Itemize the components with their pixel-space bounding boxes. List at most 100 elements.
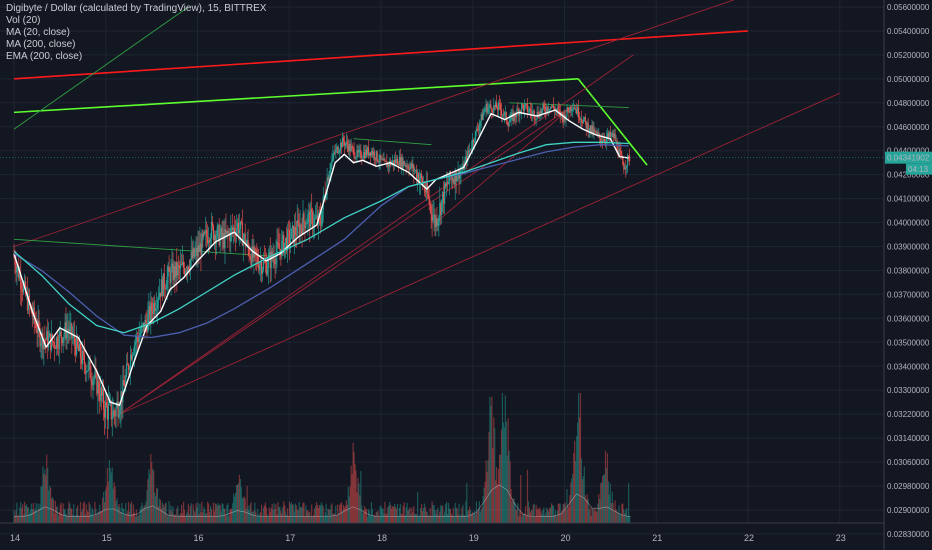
candle-body — [541, 108, 543, 113]
volume-bar — [181, 504, 183, 523]
candle-body — [290, 228, 293, 239]
symbol-title[interactable]: Digibyte / Dollar (calculated by Trading… — [6, 3, 267, 14]
red-resistance-line — [13, 30, 749, 80]
volume-bar — [490, 405, 492, 523]
volume-bar — [303, 502, 305, 523]
candle-body — [184, 270, 187, 274]
candle-body — [500, 109, 503, 116]
volume-bar — [315, 502, 318, 523]
candle-body — [264, 261, 267, 263]
candle-body — [357, 150, 359, 153]
volume-bar — [20, 501, 22, 523]
volume-bar — [45, 474, 47, 523]
candle-body — [607, 133, 610, 137]
volume-bar — [295, 504, 297, 523]
volume-bar — [28, 513, 31, 523]
candle-body — [371, 151, 373, 156]
green-flat-line-2 — [353, 138, 432, 146]
volume-bar — [512, 498, 514, 523]
volume-bar — [217, 503, 219, 523]
volume-bar — [392, 506, 395, 523]
candle-body — [590, 125, 592, 133]
candle-body — [228, 232, 230, 234]
candle-body — [342, 137, 345, 142]
volume-bar — [541, 514, 543, 523]
volume-bar — [498, 454, 501, 523]
volume-bar — [121, 503, 123, 523]
candle-body — [251, 246, 253, 265]
volume-bar — [380, 505, 382, 523]
candle-body — [372, 151, 374, 156]
volume-bar — [356, 492, 358, 523]
volume-bar — [459, 515, 461, 523]
volume-bar — [575, 461, 577, 523]
volume-bar — [202, 512, 204, 523]
candle-body — [580, 118, 583, 122]
volume-bar — [331, 503, 333, 523]
volume-bar — [78, 516, 81, 523]
candle-body — [443, 191, 445, 204]
candle-body — [88, 361, 90, 364]
volume-bar — [603, 474, 606, 523]
volume-bar — [533, 503, 535, 523]
candle-body — [208, 240, 211, 242]
volume-bar — [592, 508, 594, 523]
candle-body — [20, 274, 22, 289]
volume-bar — [612, 502, 614, 523]
volume-bar — [149, 473, 151, 523]
candle-body — [475, 128, 478, 131]
volume-bar — [327, 508, 329, 523]
candle-body — [175, 261, 177, 278]
volume-bar — [467, 511, 469, 523]
volume-bar — [456, 508, 458, 523]
volume-bar — [499, 454, 502, 523]
volume-bar — [208, 503, 210, 523]
volume-bar — [313, 508, 316, 523]
volume-bar — [300, 506, 302, 523]
volume-bar — [51, 496, 54, 523]
volume-bar — [117, 506, 119, 523]
volume-bar — [21, 508, 23, 523]
candle-body — [139, 333, 141, 336]
candle-body — [238, 229, 241, 234]
candle-body — [605, 137, 608, 142]
volume-bar — [502, 422, 504, 523]
volume-bar — [102, 492, 105, 523]
volume-bar — [190, 503, 192, 523]
volume-bar — [189, 505, 191, 523]
candle-body — [131, 354, 134, 360]
volume-bar — [238, 474, 241, 523]
volume-bar — [549, 507, 552, 523]
candle-body — [395, 158, 398, 163]
candle-body — [203, 232, 205, 237]
candle-body — [108, 401, 110, 404]
study-ma20[interactable]: MA (20, close) — [6, 27, 70, 38]
study-vol[interactable]: Vol (20) — [6, 15, 41, 26]
candle-body — [145, 320, 147, 324]
candle-body — [191, 251, 193, 259]
candle-body — [74, 335, 76, 345]
candle-body — [444, 183, 447, 187]
candle-body — [15, 265, 17, 273]
candle-body — [476, 128, 478, 131]
volume-bar — [180, 513, 182, 523]
candle-body — [446, 182, 449, 184]
moving-averages — [13, 109, 629, 407]
candle-body — [296, 220, 298, 236]
candle-body — [312, 211, 314, 228]
volume-bar — [418, 515, 420, 523]
candle-body — [210, 221, 213, 239]
study-ma200[interactable]: MA (200, close) — [6, 39, 76, 50]
green-flat-line-3 — [509, 102, 629, 109]
candle-body — [511, 112, 513, 115]
volume-bar — [286, 508, 289, 523]
volume-bar — [52, 499, 55, 523]
study-ema200[interactable]: EMA (200, close) — [6, 51, 83, 62]
volume-bar — [86, 510, 88, 523]
volume-bar — [540, 511, 542, 523]
volume-bar — [79, 502, 82, 523]
volume-bar — [587, 498, 589, 523]
volume-bar — [454, 503, 456, 523]
